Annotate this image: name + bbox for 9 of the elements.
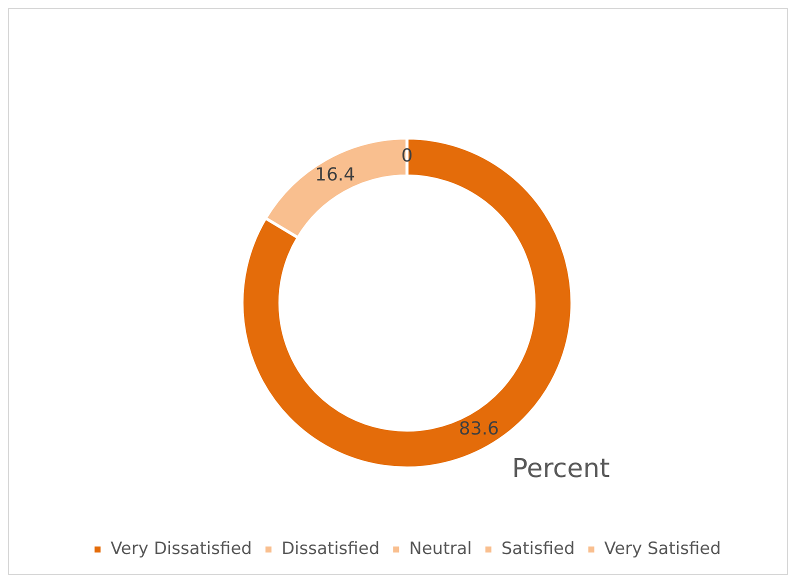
legend-label: Dissatisfied — [281, 538, 380, 559]
text: 0 — [401, 146, 413, 167]
data-label: 83.6 — [458, 418, 499, 440]
legend-label: Very Satisfied — [604, 538, 721, 559]
text: Percent — [512, 454, 610, 484]
legend-label: Satisfied — [501, 538, 575, 559]
legend-label: Neutral — [409, 538, 472, 559]
legend-label: Very Dissatisfied — [110, 538, 252, 559]
data-label: 16.4 — [315, 164, 356, 186]
